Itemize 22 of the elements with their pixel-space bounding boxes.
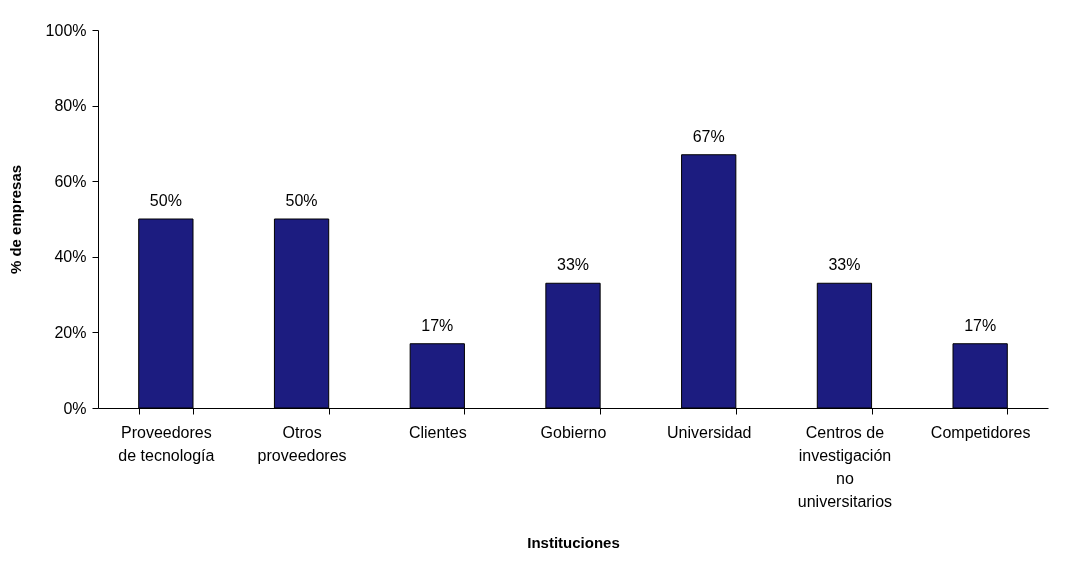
x-tick-label: Clientes bbox=[408, 423, 467, 441]
x-axis-title: Instituciones bbox=[527, 533, 620, 551]
x-tick-label: Competidores bbox=[930, 423, 1031, 441]
x-tick-label: Centros de investigación no universitarios bbox=[797, 423, 893, 510]
data-label: 67% bbox=[692, 127, 725, 145]
x-tick-label: Universidad bbox=[666, 423, 752, 441]
x-tick-label: Gobierno bbox=[540, 423, 607, 441]
x-tick-label: Otros proveedores bbox=[257, 423, 347, 464]
y-tick-label: 0% bbox=[63, 399, 87, 417]
data-label: 33% bbox=[828, 256, 861, 274]
data-label: 50% bbox=[149, 192, 182, 209]
x-tick-label: Proveedores de tecnología bbox=[118, 423, 215, 464]
y-axis-title: % de empresas bbox=[6, 164, 24, 275]
y-tick-label: 20% bbox=[54, 323, 87, 341]
data-label: 17% bbox=[421, 316, 454, 334]
y-tick-label: 40% bbox=[54, 248, 87, 266]
y-tick-label: 60% bbox=[54, 172, 87, 190]
y-tick-label: 100% bbox=[45, 21, 87, 39]
data-label: 17% bbox=[964, 316, 997, 334]
data-label: 33% bbox=[556, 256, 590, 274]
data-label: 50% bbox=[285, 192, 318, 209]
y-tick-label: 80% bbox=[54, 97, 87, 115]
